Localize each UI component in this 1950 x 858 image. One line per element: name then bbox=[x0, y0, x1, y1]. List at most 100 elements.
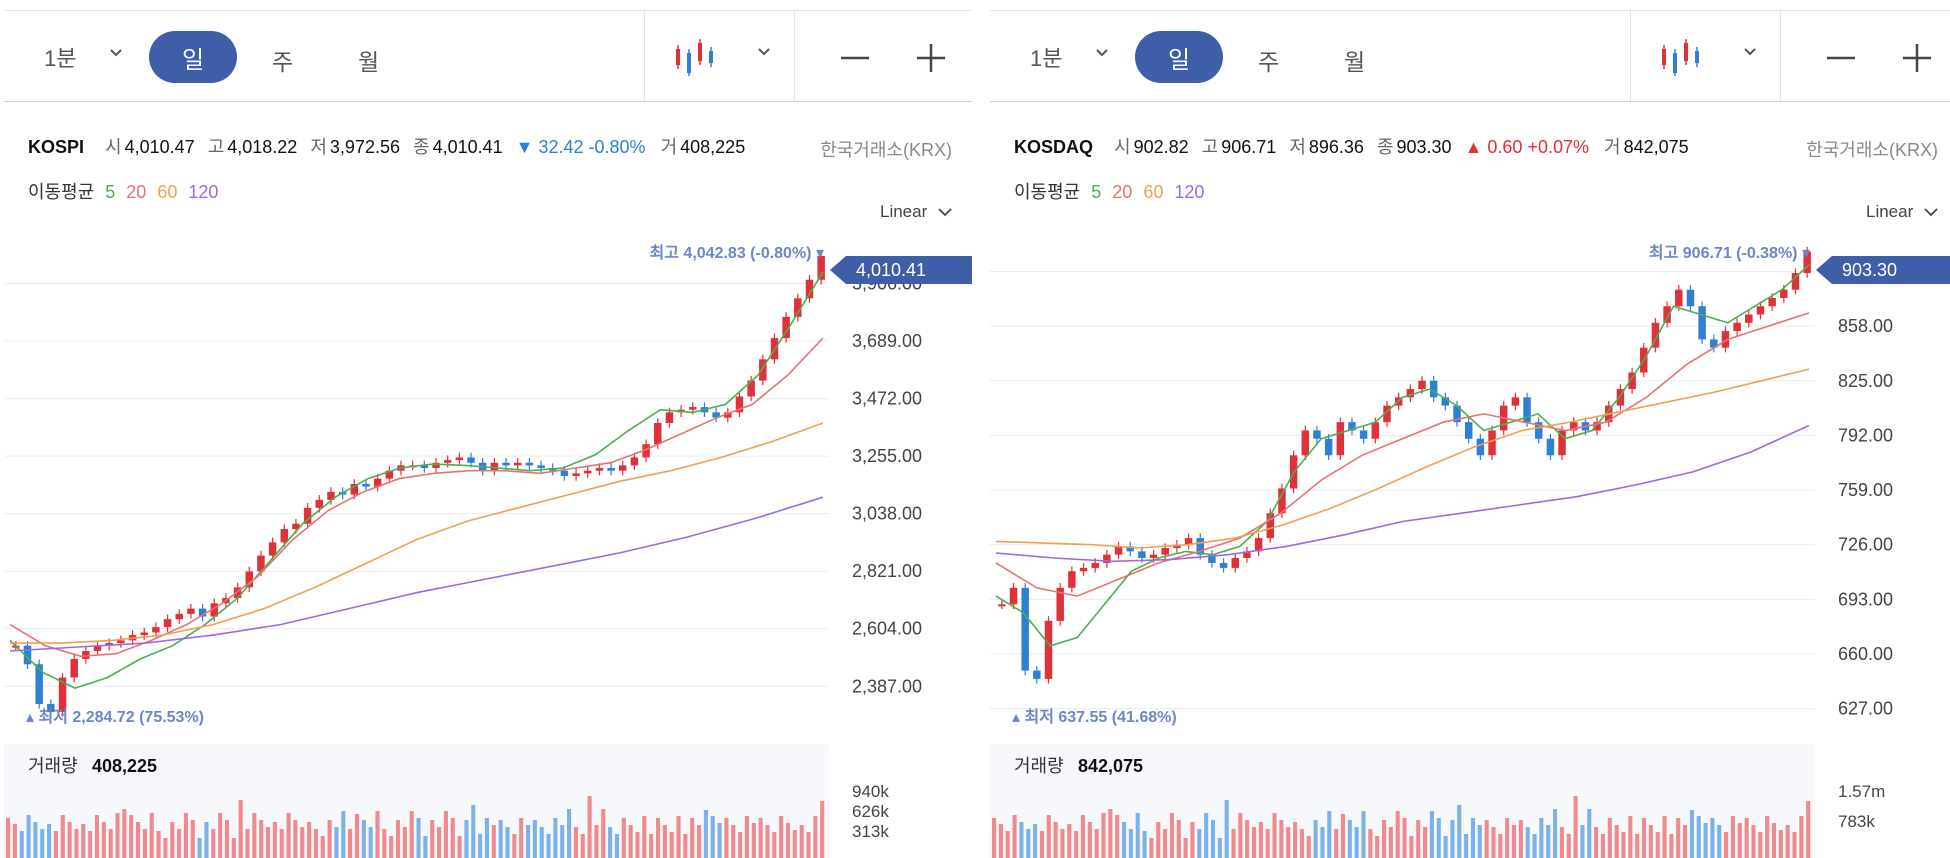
chevron-down-icon[interactable] bbox=[1744, 46, 1756, 58]
tab-week[interactable]: 주 bbox=[272, 49, 294, 75]
interval-select[interactable]: 1분 bbox=[1030, 46, 1063, 71]
volume-bar bbox=[553, 818, 558, 858]
candle bbox=[467, 457, 475, 463]
volume-bar bbox=[1313, 820, 1318, 858]
zoom-in-icon[interactable] bbox=[1900, 41, 1934, 75]
chevron-down-icon[interactable] bbox=[110, 47, 122, 59]
candlestick-icon[interactable] bbox=[674, 37, 716, 77]
scale-select[interactable]: Linear bbox=[880, 202, 952, 222]
volume-bar bbox=[1553, 809, 1558, 858]
candle bbox=[1068, 571, 1076, 588]
volume-bar bbox=[1108, 809, 1113, 858]
candle bbox=[373, 478, 382, 487]
candle bbox=[560, 470, 569, 476]
volume-bar bbox=[1402, 818, 1407, 858]
volume-bar bbox=[334, 827, 339, 858]
moving-average-legend: 이동평균 5 20 60 120 bbox=[28, 178, 218, 204]
volume-bar bbox=[635, 832, 640, 858]
scale-select[interactable]: Linear bbox=[1866, 202, 1938, 222]
tab-month[interactable]: 월 bbox=[358, 49, 380, 75]
volume-bar bbox=[1388, 827, 1393, 858]
volume-bar bbox=[1053, 822, 1058, 858]
volume-bar bbox=[1347, 820, 1352, 858]
volume-bar bbox=[998, 824, 1003, 858]
candle bbox=[794, 298, 802, 317]
volume-bar bbox=[813, 816, 818, 858]
volume-bar bbox=[1087, 822, 1092, 858]
volume-bar bbox=[690, 818, 695, 858]
tab-day[interactable]: 일 bbox=[149, 31, 237, 83]
candle bbox=[1511, 397, 1520, 406]
tab-day[interactable]: 일 bbox=[1135, 31, 1223, 83]
candle bbox=[175, 613, 183, 620]
volume-bar bbox=[525, 825, 531, 858]
price-tag-label: 4,010.41 bbox=[856, 260, 926, 280]
volume-bar bbox=[67, 822, 72, 858]
ma120-legend[interactable]: 120 bbox=[1174, 182, 1205, 202]
volume-bar bbox=[806, 832, 811, 858]
y-tick-label: 3,038.00 bbox=[852, 504, 922, 524]
volume-bar bbox=[820, 801, 825, 858]
volume-bar bbox=[1771, 823, 1777, 858]
volume-bar bbox=[1299, 829, 1304, 858]
volume-bar bbox=[1587, 809, 1592, 858]
kosdaq-chart[interactable]: 627.00 660.00 693.00 726.00 759.00 792.00 825.… bbox=[990, 0, 1950, 858]
candle bbox=[724, 412, 732, 418]
volume-bar bbox=[1197, 829, 1202, 858]
volume-bar bbox=[108, 829, 113, 858]
y-tick-label: 858.00 bbox=[1838, 316, 1893, 336]
candle bbox=[1383, 405, 1391, 423]
chevron-down-icon[interactable] bbox=[758, 46, 770, 58]
candle bbox=[1523, 397, 1531, 423]
open-value: 902.82 bbox=[1133, 137, 1189, 157]
volume-bar bbox=[204, 822, 209, 858]
candle bbox=[1149, 554, 1158, 558]
volume-bar bbox=[649, 834, 654, 858]
volume-bar bbox=[1491, 827, 1496, 858]
volume-bar bbox=[751, 823, 756, 858]
candle bbox=[303, 507, 312, 524]
volume-bar bbox=[1621, 832, 1626, 858]
candle bbox=[1756, 306, 1765, 315]
interval-select[interactable]: 1분 bbox=[44, 46, 77, 71]
chevron-down-icon bbox=[938, 208, 952, 217]
volume-bar bbox=[1450, 820, 1455, 858]
ma5-legend[interactable]: 5 bbox=[1091, 182, 1102, 202]
candle bbox=[1675, 289, 1683, 307]
ma-line-5 bbox=[9, 271, 824, 689]
high-value: 906.71 bbox=[1221, 137, 1277, 157]
volume-bar bbox=[471, 805, 476, 858]
ma20-legend[interactable]: 20 bbox=[1112, 182, 1133, 202]
ma5-legend[interactable]: 5 bbox=[105, 182, 116, 202]
volume-bar bbox=[142, 829, 147, 858]
ma60-legend[interactable]: 60 bbox=[1143, 182, 1164, 202]
volume-bar bbox=[1457, 805, 1462, 858]
candle bbox=[782, 316, 790, 339]
volume-bar bbox=[1505, 818, 1510, 858]
volume-bar bbox=[1381, 820, 1387, 858]
chevron-down-icon[interactable] bbox=[1096, 47, 1108, 59]
volume-bar bbox=[1655, 832, 1660, 858]
kospi-chart[interactable]: 2,387.00 2,604.00 2,821.00 3,038.00 3,255.00… bbox=[4, 0, 972, 858]
candle bbox=[1079, 567, 1088, 572]
zoom-out-icon[interactable] bbox=[838, 41, 872, 75]
volume-bar bbox=[1135, 813, 1140, 858]
zoom-out-icon[interactable] bbox=[1824, 41, 1858, 75]
volume-bar bbox=[621, 818, 626, 858]
candlestick-icon[interactable] bbox=[1660, 37, 1702, 77]
open-label: 시 bbox=[105, 137, 122, 157]
volume-bar bbox=[12, 824, 17, 858]
zoom-in-icon[interactable] bbox=[914, 41, 948, 75]
ma120-legend[interactable]: 120 bbox=[188, 182, 219, 202]
volume-bar bbox=[197, 838, 202, 858]
candle bbox=[1301, 430, 1310, 456]
ma-line-20 bbox=[9, 337, 824, 658]
ma60-legend[interactable]: 60 bbox=[157, 182, 178, 202]
tab-week[interactable]: 주 bbox=[1258, 49, 1280, 75]
y-tick-label: 693.00 bbox=[1838, 589, 1893, 609]
candle bbox=[163, 619, 172, 628]
tab-month[interactable]: 월 bbox=[1344, 49, 1366, 75]
volume-bar bbox=[1224, 800, 1229, 858]
high-label: 고 bbox=[207, 137, 225, 157]
ma20-legend[interactable]: 20 bbox=[126, 182, 147, 202]
